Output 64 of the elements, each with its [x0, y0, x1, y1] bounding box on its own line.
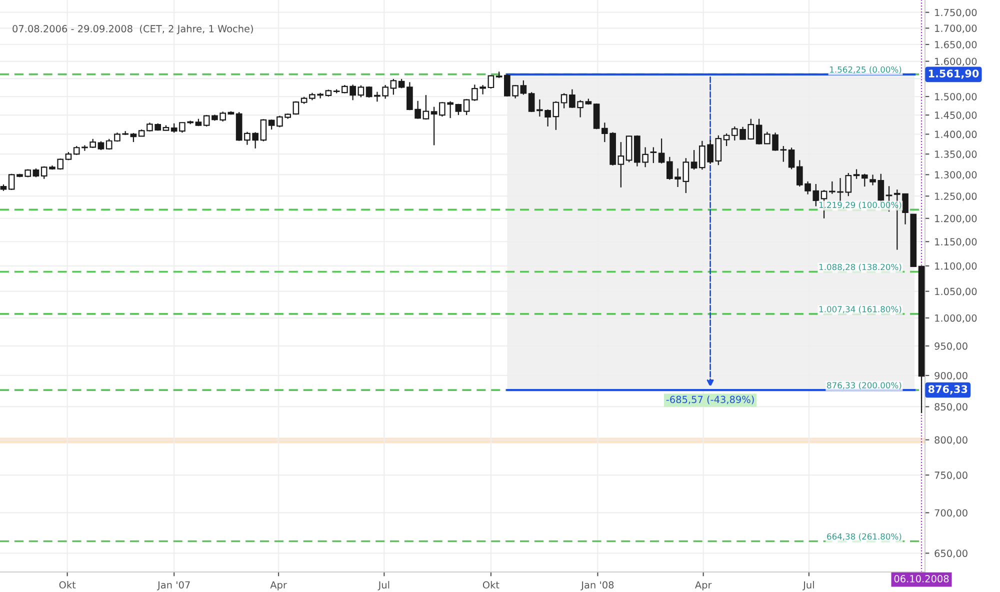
candlestick	[528, 92, 535, 113]
x-tick-label: Okt	[482, 581, 500, 589]
ref-line-label: 876,33 (200.00%)	[827, 382, 902, 390]
y-tick-label: 1.250,00	[935, 192, 977, 201]
ref-line-label: 1.561,90	[928, 70, 979, 79]
candlestick	[430, 106, 438, 146]
y-tick-label: 1.050,00	[935, 288, 977, 296]
y-tick-label: 1.100,00	[935, 262, 977, 271]
ref-line-label: 06.10.2008	[894, 575, 949, 582]
y-tick-label: 1.200,00	[935, 214, 977, 224]
y-tick-label: 900,00	[934, 372, 968, 380]
candlestick	[398, 78, 405, 89]
ref-line-label: 664,38 (261.80%)	[827, 533, 902, 541]
annotation: -685,57 (-43,89%)	[666, 396, 754, 404]
candlestick	[520, 80, 527, 96]
candlestick	[358, 84, 364, 98]
y-tick-label: 650,00	[934, 550, 968, 558]
x-tick-label: Apr	[694, 581, 712, 590]
candlestick	[130, 132, 137, 143]
y-tick-label: 1.650,00	[935, 40, 977, 50]
x-tick-label: Okt	[59, 581, 76, 589]
ref-line-label: 1.088,28 (138.20%)	[819, 264, 902, 272]
y-tick-label: 1.300,00	[935, 171, 977, 180]
candlestick	[390, 78, 397, 96]
x-tick-label: Jul	[802, 581, 814, 590]
y-tick-label: 1.350,00	[935, 150, 977, 159]
y-tick-label: 1.700,00	[935, 24, 977, 33]
y-tick-label: 700,00	[934, 509, 968, 518]
candlestick	[268, 119, 275, 130]
text: 07.08.2006 - 29.09.2008 (CET, 2 Jahre, 1 Woche)	[12, 24, 253, 34]
y-tick-label: 1.400,00	[935, 130, 977, 140]
y-tick-label: 1.600,00	[935, 58, 977, 66]
candlestick	[552, 100, 560, 130]
ref-line-label: 876,33	[928, 385, 968, 394]
candlestick	[756, 118, 762, 145]
y-tick-label: 1.000,00	[935, 314, 977, 323]
candlestick	[861, 173, 868, 188]
candlestick	[658, 138, 665, 164]
candlestick	[260, 118, 267, 142]
candlestick	[853, 168, 860, 180]
ref-line-label: 1.562,25 (0.00%)	[830, 66, 902, 74]
ref-line-label: 1.219,29 (100.00%)	[819, 202, 902, 210]
candlestick	[690, 149, 698, 170]
y-tick-label: 1.450,00	[935, 112, 977, 120]
x-tick-label: Jul	[378, 581, 390, 590]
y-tick-label: 950,00	[934, 342, 968, 351]
candlestick	[463, 98, 470, 116]
ref-line-label: 1.007,34 (161.80%)	[819, 306, 902, 314]
candlestick	[422, 94, 430, 120]
x-tick-label: Apr	[270, 581, 287, 590]
candlestick	[788, 147, 795, 170]
candlestick	[488, 74, 494, 90]
y-tick-label: 1.500,00	[935, 93, 977, 102]
x-tick-label: Jan '08	[580, 581, 614, 590]
candlestick	[723, 132, 730, 147]
y-tick-label: 850,00	[934, 403, 968, 412]
y-tick-label: 750,00	[934, 472, 968, 480]
candlestick	[618, 142, 624, 188]
candlestick	[560, 92, 568, 109]
candlestick	[650, 146, 657, 164]
y-tick-label: 1.150,00	[935, 238, 977, 246]
y-tick-label: 800,00	[934, 436, 968, 445]
x-tick-label: Jan '07	[157, 581, 190, 590]
y-tick-label: 1.750,00	[935, 8, 977, 18]
